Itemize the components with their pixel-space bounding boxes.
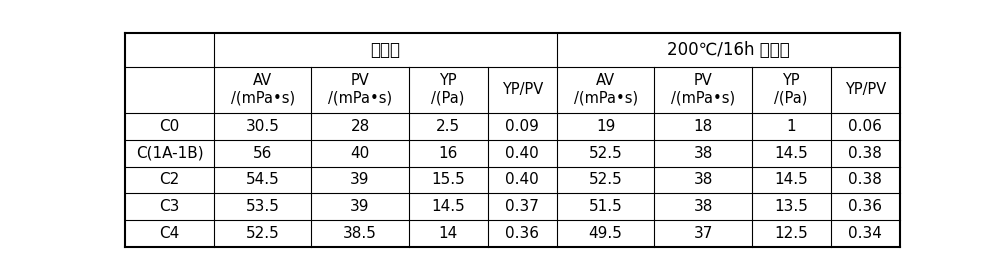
Text: 18: 18 [693,118,713,133]
Text: 0.38: 0.38 [848,172,882,187]
Text: 0.37: 0.37 [505,199,539,214]
Text: C0: C0 [159,118,180,133]
Text: 1: 1 [786,118,796,133]
Text: 14.5: 14.5 [774,172,808,187]
Text: AV
/(mPa•s): AV /(mPa•s) [231,73,295,106]
Text: 0.38: 0.38 [848,145,882,160]
Text: 0.36: 0.36 [848,199,882,214]
Text: YP/PV: YP/PV [502,82,543,97]
Text: 0.40: 0.40 [505,145,539,160]
Text: 14.5: 14.5 [774,145,808,160]
Text: 52.5: 52.5 [246,227,280,241]
Text: C(1A-1B): C(1A-1B) [136,145,203,160]
Text: 39: 39 [350,172,370,187]
Text: 14.5: 14.5 [431,199,465,214]
Text: 52.5: 52.5 [589,172,623,187]
Text: YP
/(Pa): YP /(Pa) [431,73,465,106]
Text: 0.09: 0.09 [505,118,539,133]
Text: 37: 37 [693,227,713,241]
Text: 0.36: 0.36 [505,227,539,241]
Text: PV
/(mPa•s): PV /(mPa•s) [671,73,735,106]
Text: 38.5: 38.5 [343,227,377,241]
Text: 56: 56 [253,145,272,160]
Text: 15.5: 15.5 [431,172,465,187]
Text: 40: 40 [350,145,370,160]
Text: 30.5: 30.5 [246,118,280,133]
Text: 38: 38 [693,199,713,214]
Text: AV
/(mPa•s): AV /(mPa•s) [574,73,638,106]
Text: 14: 14 [439,227,458,241]
Text: 0.40: 0.40 [505,172,539,187]
Text: 49.5: 49.5 [589,227,623,241]
Text: 28: 28 [350,118,370,133]
Text: 0.34: 0.34 [848,227,882,241]
Text: YP/PV: YP/PV [845,82,886,97]
Text: 54.5: 54.5 [246,172,280,187]
Text: C3: C3 [159,199,180,214]
Text: 19: 19 [596,118,615,133]
Text: 200℃/16h 热滚后: 200℃/16h 热滚后 [667,41,790,59]
Text: 13.5: 13.5 [774,199,808,214]
Text: 51.5: 51.5 [589,199,623,214]
Text: 热滚前: 热滚前 [370,41,400,59]
Text: C2: C2 [159,172,180,187]
Text: 12.5: 12.5 [774,227,808,241]
Text: C4: C4 [159,227,180,241]
Text: 52.5: 52.5 [589,145,623,160]
Text: 39: 39 [350,199,370,214]
Text: 38: 38 [693,172,713,187]
Text: YP
/(Pa): YP /(Pa) [774,73,808,106]
Text: 0.06: 0.06 [848,118,882,133]
Text: 38: 38 [693,145,713,160]
Text: 53.5: 53.5 [246,199,280,214]
Text: 16: 16 [438,145,458,160]
Text: PV
/(mPa•s): PV /(mPa•s) [328,73,392,106]
Text: 2.5: 2.5 [436,118,460,133]
